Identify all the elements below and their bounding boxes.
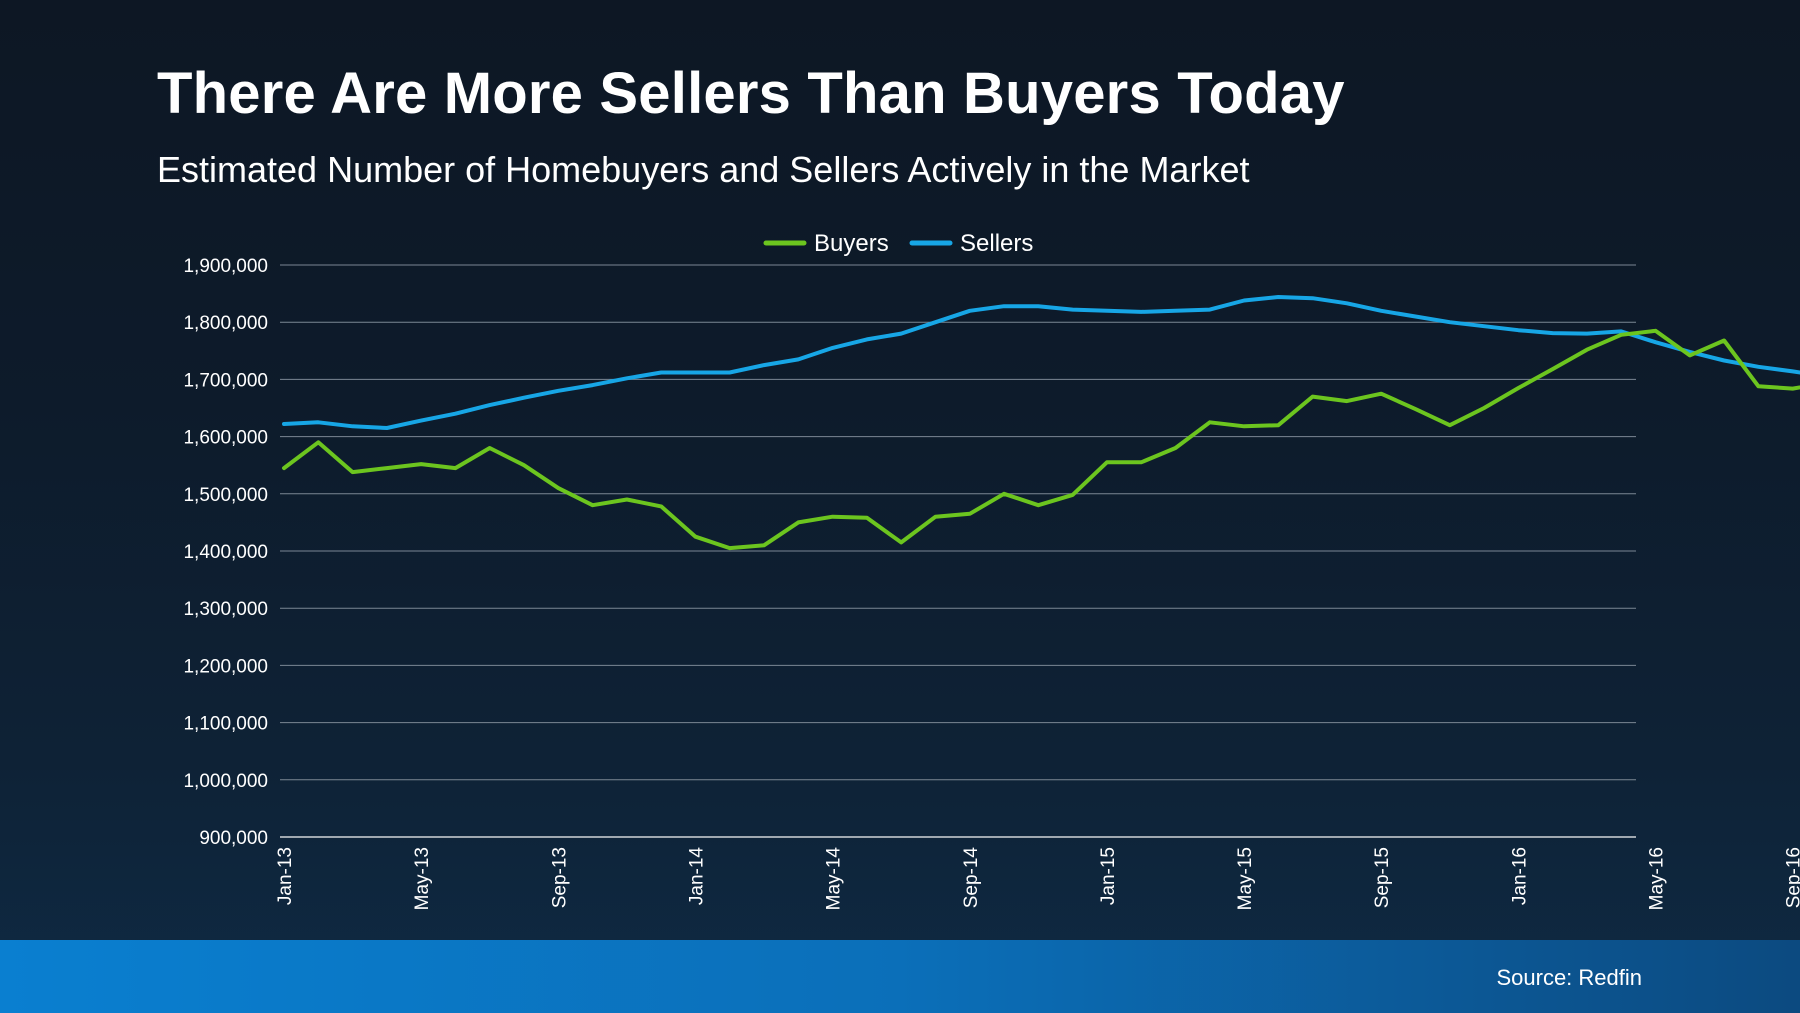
y-tick-label: 900,000 bbox=[199, 828, 268, 849]
y-tick-label: 1,900,000 bbox=[183, 256, 268, 277]
x-tick-label: May-15 bbox=[1235, 847, 1256, 910]
series-line-sellers bbox=[282, 295, 1800, 430]
x-tick-label: Sep-14 bbox=[961, 847, 982, 909]
x-tick-label: May-13 bbox=[412, 847, 433, 910]
footer-band bbox=[0, 940, 1800, 1013]
series-lines bbox=[282, 295, 1800, 551]
page-title: There Are More Sellers Than Buyers Today bbox=[157, 61, 1345, 126]
line-chart: 900,000 1,000,000 1,100,000 1,200,000 1,300,… bbox=[183, 230, 1800, 911]
x-tick-label: Jan-14 bbox=[686, 847, 707, 906]
x-tick-label: Sep-16 bbox=[1784, 847, 1800, 908]
y-tick-label: 1,600,000 bbox=[183, 428, 268, 449]
y-tick-label: 1,100,000 bbox=[183, 714, 268, 735]
x-tick-label: May-14 bbox=[824, 847, 845, 911]
legend-label-sellers: Sellers bbox=[960, 230, 1033, 257]
y-tick-label: 1,500,000 bbox=[183, 485, 268, 506]
x-tick-label: Sep-15 bbox=[1372, 847, 1393, 908]
x-axis-ticks: Jan-13 May-13 Sep-13 Jan-14 May-14 Sep-14 Jan-… bbox=[275, 847, 1800, 911]
x-tick-label: Jan-15 bbox=[1098, 847, 1119, 905]
y-tick-label: 1,800,000 bbox=[183, 313, 268, 334]
y-tick-label: 1,400,000 bbox=[183, 542, 268, 563]
y-tick-label: 1,200,000 bbox=[183, 656, 268, 677]
x-tick-label: Jan-16 bbox=[1509, 847, 1530, 905]
page-subtitle: Estimated Number of Homebuyers and Selle… bbox=[157, 149, 1250, 190]
y-tick-label: 1,000,000 bbox=[183, 771, 268, 792]
x-tick-label: Jan-13 bbox=[275, 847, 296, 905]
gridlines bbox=[280, 264, 1636, 838]
y-axis-ticks: 900,000 1,000,000 1,100,000 1,200,000 1,300,… bbox=[183, 256, 268, 849]
legend: Buyers Sellers bbox=[763, 230, 1033, 257]
legend-label-buyers: Buyers bbox=[814, 230, 889, 257]
source-note: Source: Redfin bbox=[1496, 965, 1642, 990]
series-line-buyers bbox=[282, 328, 1800, 551]
y-tick-label: 1,700,000 bbox=[183, 370, 268, 391]
y-tick-label: 1,300,000 bbox=[183, 599, 268, 620]
x-tick-label: Sep-13 bbox=[549, 847, 570, 908]
x-tick-label: May-16 bbox=[1647, 847, 1668, 910]
